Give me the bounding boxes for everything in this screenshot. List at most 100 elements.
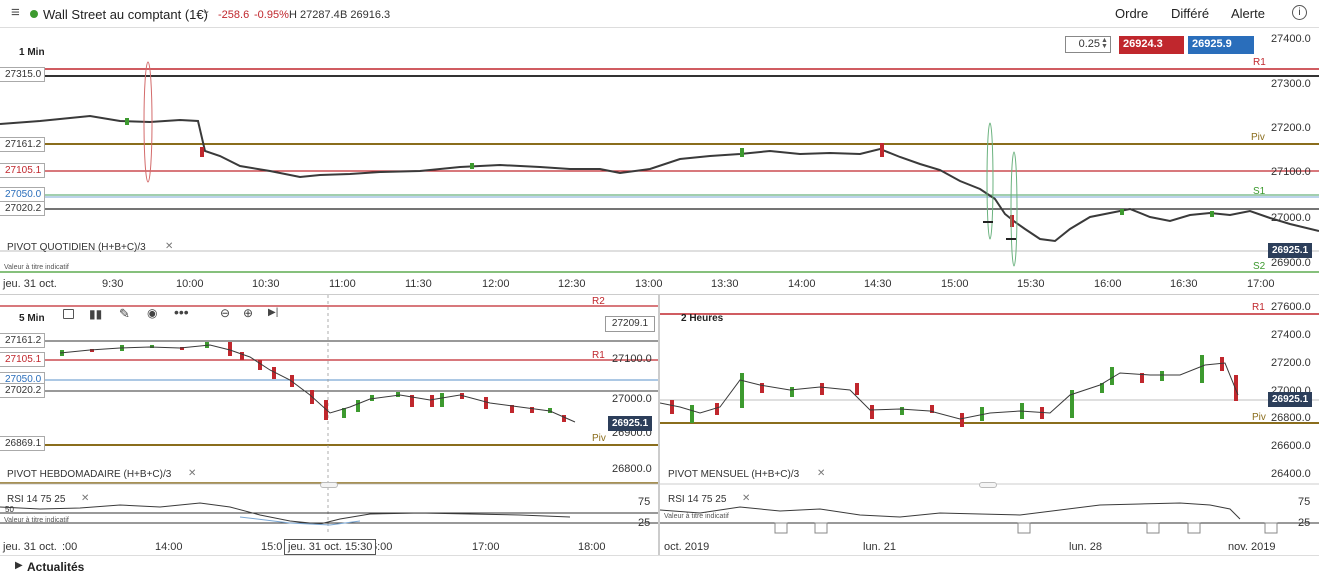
rsi-75: 75 (1298, 496, 1311, 508)
rsi-close-icon[interactable]: ✕ (742, 493, 751, 504)
disclaimer: Valeur à titre indicatif (4, 264, 69, 271)
right-y-tick: 27200.0 (1271, 357, 1311, 369)
pivot-monthly-close-icon[interactable]: ✕ (817, 468, 826, 479)
info-icon[interactable]: i (1292, 5, 1307, 20)
top-x-tick: 13:00 (635, 278, 663, 290)
level-name-r1: R1 (1253, 57, 1266, 68)
rsi-75: 75 (638, 496, 651, 508)
sell-price-button[interactable]: 26924.3 (1119, 36, 1184, 54)
alert-button[interactable]: Alerte (1231, 6, 1265, 21)
highlight-ellipse-3 (1010, 151, 1018, 267)
top-x-tick: 11:30 (405, 278, 432, 290)
chart-toolbar: ▮▮ ✎ ◉ ••• ⊖ ⊕ ▶| (57, 304, 285, 325)
top-x-tick: 13:30 (711, 278, 739, 290)
pencil-icon[interactable]: ✎ (119, 306, 130, 321)
right-x-tick: lun. 21 (863, 541, 897, 553)
pane-resize-handle[interactable] (979, 482, 997, 488)
left-chart-svg (0, 295, 658, 535)
left-rsi-line (0, 502, 571, 525)
right-level-piv: Piv (1252, 412, 1266, 423)
left-x-tick: 14:00 (155, 541, 183, 553)
pivot-weekly-label: PIVOT HEBDOMADAIRE (H+B+C)/3 (7, 469, 172, 480)
divider (0, 294, 1319, 295)
left-current-price-tag: 26925.1 (608, 416, 653, 431)
calendar-icon[interactable] (63, 309, 74, 319)
play-icon[interactable]: ▶| (268, 307, 279, 318)
top-candles (125, 118, 1214, 227)
eye-icon[interactable]: ◉ (147, 306, 158, 320)
top-y-tick: 27400.0 (1271, 33, 1311, 45)
top-x-tick: 15:30 (1017, 278, 1045, 290)
quantity-input[interactable]: 0.25 (1065, 36, 1111, 53)
top-y-tick: 27100.0 (1271, 166, 1311, 178)
right-current-price-tag: 26925.1 (1268, 392, 1313, 407)
zoom-out-icon[interactable]: ⊖ (220, 306, 231, 320)
top-y-tick: 27000.0 (1271, 212, 1311, 224)
market-open-dot-icon (30, 10, 38, 18)
footer-divider (0, 555, 1319, 556)
news-label[interactable]: Actualités (27, 560, 85, 574)
left-level-r2: R2 (592, 296, 605, 307)
rsi-25: 25 (638, 517, 651, 529)
left-y-tick: 27000.0 (612, 393, 652, 405)
pivot-daily-close-icon[interactable]: ✕ (165, 241, 174, 252)
pane-resize-handle[interactable] (320, 482, 338, 488)
delayed-order-button[interactable]: Différé (1171, 6, 1210, 21)
level-tag-s1: 27050.0 (0, 187, 46, 202)
pivot-daily-label: PIVOT QUOTIDIEN (H+B+C)/3 (7, 242, 146, 253)
rsi-mid-tick: 50 (5, 505, 14, 514)
low-price: B 26916.3 (340, 9, 391, 21)
left-x-tick: 18:00 (578, 541, 606, 553)
chevron-right-icon: ▶ (15, 560, 23, 571)
left-x-tick: 17:00 (472, 541, 500, 553)
zoom-in-icon[interactable]: ⊕ (243, 306, 254, 320)
left-candles (60, 342, 566, 422)
more-icon[interactable]: ••• (174, 304, 189, 320)
right-y-tick: 26800.0 (1271, 412, 1311, 424)
top-x-tick: 11:00 (329, 278, 356, 290)
buy-price-button[interactable]: 26925.9 (1188, 36, 1254, 54)
instrument-chevron-icon[interactable]: ⌄ (201, 3, 212, 17)
instrument-name[interactable]: Wall Street au comptant (1€) (43, 7, 208, 22)
disclaimer: Valeur à titre indicatif (664, 513, 729, 520)
top-y-tick: 27200.0 (1271, 122, 1311, 134)
top-bar: ≡ Wall Street au comptant (1€) ⌄ -258.6 … (0, 0, 1319, 28)
disclaimer: Valeur à titre indicatif (4, 517, 69, 524)
top-x-tick: jeu. 31 oct. (3, 278, 57, 290)
highlight-ellipse-1 (143, 61, 153, 183)
news-bar[interactable]: ▶ Actualités (0, 556, 1319, 580)
left-x-tick: :00 (62, 541, 78, 553)
right-x-tick: nov. 2019 (1228, 541, 1276, 553)
left-tag: 27161.2 (0, 333, 46, 348)
right-level-r1: R1 (1252, 302, 1265, 313)
right-y-tick: 27600.0 (1271, 301, 1311, 313)
level-tag-r1: 27315.0 (0, 67, 46, 82)
top-chart-svg (0, 61, 1319, 273)
rsi-close-icon[interactable]: ✕ (81, 493, 90, 504)
right-chart[interactable]: 2 Heures R1 Piv 27600.0 27400.0 27200.0 … (660, 295, 1319, 555)
left-y-tick: 27100.0 (612, 353, 652, 365)
level-tag-mid: 27105.1 (0, 163, 46, 178)
pivot-weekly-close-icon[interactable]: ✕ (188, 468, 197, 479)
event-markers (774, 522, 1278, 534)
right-timeframe-label[interactable]: 2 Heures (681, 313, 724, 324)
high-price: H 27287.4 (289, 9, 340, 21)
quantity-stepper-icon[interactable]: ▲ ▼ (1101, 37, 1108, 50)
left-timeframe-label[interactable]: 5 Min (19, 313, 45, 324)
top-x-tick: 15:00 (941, 278, 969, 290)
right-y-tick: 27400.0 (1271, 329, 1311, 341)
rsi-label: RSI 14 75 25 (668, 494, 727, 505)
left-tag: 26869.1 (0, 436, 46, 451)
menu-icon[interactable]: ≡ (11, 4, 20, 21)
left-y-tick: 26800.0 (612, 463, 652, 475)
top-chart[interactable]: 1 Min 0.25 ▲ ▼ 26924.3 26925.9 27315.0 27… (0, 29, 1319, 293)
top-timeframe-label[interactable]: 1 Min (19, 47, 45, 58)
left-chart[interactable]: 5 Min ▮▮ ✎ ◉ ••• ⊖ ⊕ ▶| 27209.1 27161.2 … (0, 295, 658, 555)
order-button[interactable]: Ordre (1115, 6, 1149, 21)
top-y-tick: 27300.0 (1271, 78, 1311, 90)
level-name-s1: S1 (1253, 186, 1266, 197)
top-x-tick: 16:00 (1094, 278, 1122, 290)
right-chart-svg (660, 313, 1319, 534)
top-x-tick: 14:00 (788, 278, 816, 290)
bar-chart-icon[interactable]: ▮▮ (89, 307, 103, 321)
